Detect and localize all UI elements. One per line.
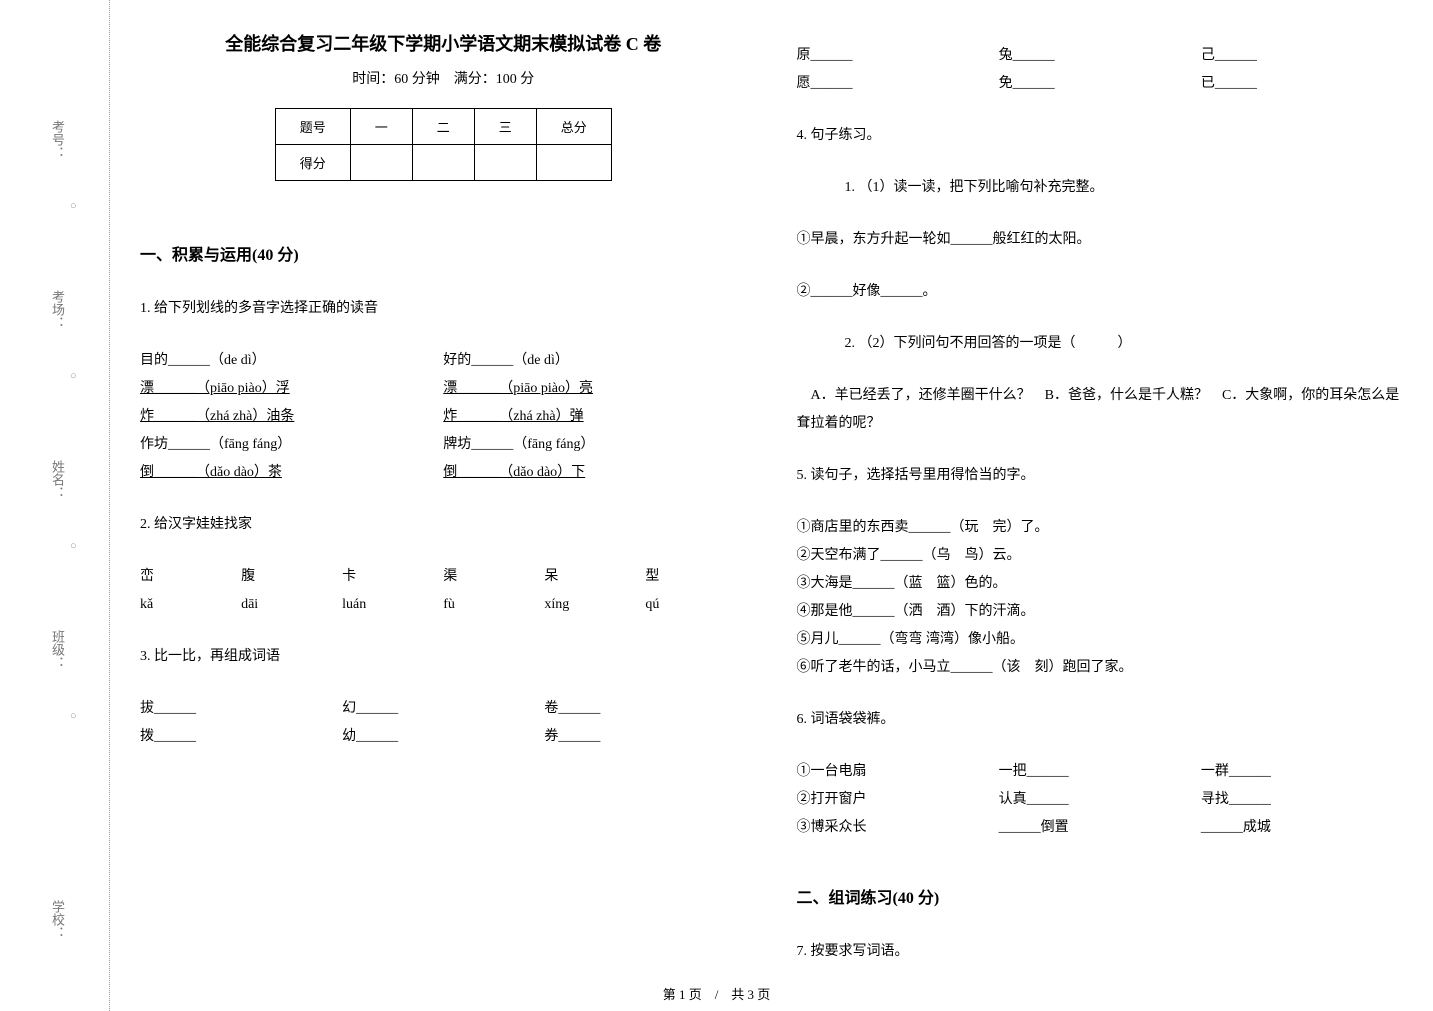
- score-cell[interactable]: [536, 145, 611, 181]
- score-h0: 题号: [275, 109, 350, 145]
- sidebar-label-kaochang: 考场：: [48, 290, 67, 329]
- q6-1b: 认真______: [999, 786, 1201, 814]
- q1-l0l: 目的______（de dì）: [140, 347, 443, 375]
- q1-l1l: 漂______（piāo piào）浮: [140, 375, 443, 403]
- score-h2: 二: [412, 109, 474, 145]
- q6-stem: 6. 词语袋袋裤。: [797, 706, 1404, 734]
- q4-sub1-stem: 1. （1）读一读，把下列比喻句补充完整。: [845, 174, 1404, 202]
- q3-1c: 卷______: [544, 695, 746, 723]
- q6-2c: ______成城: [1201, 814, 1403, 842]
- right-column: 原______ 兔______ 己______ 愿______ 免______ …: [797, 30, 1404, 981]
- q1-l2r: 炸______（zhá zhà）弹: [443, 403, 746, 431]
- q2-stem: 2. 给汉字娃娃找家: [140, 511, 747, 539]
- q2-c1: 腹: [241, 563, 342, 591]
- q2-c5: 型: [645, 563, 746, 591]
- q6-0a: ①一台电扇: [797, 758, 999, 786]
- score-cell[interactable]: [412, 145, 474, 181]
- q3-stem: 3. 比一比，再组成词语: [140, 643, 747, 671]
- q2-p1: dāi: [241, 591, 342, 619]
- section2-head: 二、组词练习(40 分): [797, 884, 1404, 908]
- binding-sidebar: 考号： ○ 考场： ○ 姓名： ○ 班级： ○ 学校：: [0, 0, 110, 1011]
- q7-stem: 7. 按要求写词语。: [797, 938, 1404, 966]
- q3-2a: 拨______: [140, 723, 342, 751]
- q2-c3: 渠: [443, 563, 544, 591]
- sidebar-dot: ○: [70, 370, 77, 382]
- sidebar-label-banji: 班级：: [48, 630, 67, 669]
- sidebar-label-kaohao: 考号：: [48, 120, 67, 159]
- section1-head: 一、积累与运用(40 分): [140, 241, 747, 265]
- score-h3: 三: [474, 109, 536, 145]
- q5-l1: ②天空布满了______（乌 鸟）云。: [797, 542, 1404, 570]
- q6-0c: 一群______: [1201, 758, 1403, 786]
- q3-body: 拔______ 幻______ 卷______ 拨______ 幼______ …: [140, 695, 747, 751]
- q3-4b: 免______: [999, 70, 1201, 98]
- q1-l1r: 漂______（piāo piào）亮: [443, 375, 746, 403]
- sidebar-dot: ○: [70, 540, 77, 552]
- q2-p2: luán: [342, 591, 443, 619]
- exam-title: 全能综合复习二年级下学期小学语文期末模拟试卷 C 卷: [140, 30, 747, 56]
- score-cell[interactable]: [350, 145, 412, 181]
- sidebar-label-xuexiao: 学校：: [48, 900, 67, 939]
- q1-l3l: 作坊______（fāng fáng）: [140, 431, 443, 459]
- q1-l2l: 炸______（zhá zhà）油条: [140, 403, 443, 431]
- main-content: 全能综合复习二年级下学期小学语文期末模拟试卷 C 卷 时间：60 分钟 满分：1…: [140, 30, 1403, 981]
- q3-1b: 幻______: [342, 695, 544, 723]
- q3-body-cont: 原______ 兔______ 己______ 愿______ 免______ …: [797, 42, 1404, 98]
- score-table: 题号 一 二 三 总分 得分: [275, 108, 612, 181]
- score-h4: 总分: [536, 109, 611, 145]
- q6-1a: ②打开窗户: [797, 786, 999, 814]
- left-column: 全能综合复习二年级下学期小学语文期末模拟试卷 C 卷 时间：60 分钟 满分：1…: [140, 30, 747, 981]
- q3-3c: 己______: [1201, 42, 1403, 70]
- q2-p5: qú: [645, 591, 746, 619]
- score-row-label: 得分: [275, 145, 350, 181]
- q4-sub2-opts: A．羊已经丢了，还修羊圈干什么？ B．爸爸，什么是千人糕？ C．大象啊，你的耳朵…: [797, 382, 1404, 438]
- score-header-row: 题号 一 二 三 总分: [275, 109, 611, 145]
- q4-sub2-stem: 2. （2）下列问句不用回答的一项是（ ）: [845, 330, 1404, 358]
- q1-stem: 1. 给下列划线的多音字选择正确的读音: [140, 295, 747, 323]
- q4-sub1-b: ②______好像______。: [797, 278, 1404, 306]
- q1-l3r: 牌坊______（fāng fáng）: [443, 431, 746, 459]
- q2-p4: xíng: [544, 591, 645, 619]
- q2-body: 峦 腹 卡 渠 呆 型 kǎ dāi luán fù xíng qú: [140, 563, 747, 619]
- sidebar-label-xingming: 姓名：: [48, 460, 67, 499]
- q2-p3: fù: [443, 591, 544, 619]
- q5-l4: ⑤月儿______（弯弯 湾湾）像小船。: [797, 626, 1404, 654]
- q3-2c: 券______: [544, 723, 746, 751]
- sidebar-dot: ○: [70, 710, 77, 722]
- q2-c4: 呆: [544, 563, 645, 591]
- q2-p0: kǎ: [140, 591, 241, 619]
- q1-lines: 目的______（de dì）好的______（de dì） 漂______（p…: [140, 347, 747, 487]
- page-footer: 第 1 页 / 共 3 页: [0, 984, 1433, 1003]
- exam-subtitle: 时间：60 分钟 满分：100 分: [140, 68, 747, 88]
- q1-l0r: 好的______（de dì）: [443, 347, 746, 375]
- q3-2b: 幼______: [342, 723, 544, 751]
- q4-sub1-a: ①早晨，东方升起一轮如______般红红的太阳。: [797, 226, 1404, 254]
- q5-l3: ④那是他______（洒 酒）下的汗滴。: [797, 598, 1404, 626]
- q5-body: ①商店里的东西卖______（玩 完）了。 ②天空布满了______（乌 鸟）云…: [797, 514, 1404, 682]
- q5-stem: 5. 读句子，选择括号里用得恰当的字。: [797, 462, 1404, 490]
- q3-3b: 兔______: [999, 42, 1201, 70]
- q3-4a: 愿______: [797, 70, 999, 98]
- q1-l4l: 倒______（dǎo dào）茶: [140, 459, 443, 487]
- q5-l5: ⑥听了老牛的话，小马立______（该 刻）跑回了家。: [797, 654, 1404, 682]
- sidebar-dot: ○: [70, 200, 77, 212]
- score-cell[interactable]: [474, 145, 536, 181]
- q4-stem: 4. 句子练习。: [797, 122, 1404, 150]
- q3-4c: 已______: [1201, 70, 1403, 98]
- score-value-row: 得分: [275, 145, 611, 181]
- q2-c0: 峦: [140, 563, 241, 591]
- q5-l0: ①商店里的东西卖______（玩 完）了。: [797, 514, 1404, 542]
- q1-l4r: 倒______（dǎo dào）下: [443, 459, 746, 487]
- q6-2a: ③博采众长: [797, 814, 999, 842]
- q3-1a: 拔______: [140, 695, 342, 723]
- q3-3a: 原______: [797, 42, 999, 70]
- q6-0b: 一把______: [999, 758, 1201, 786]
- score-h1: 一: [350, 109, 412, 145]
- q6-1c: 寻找______: [1201, 786, 1403, 814]
- q6-body: ①一台电扇 一把______ 一群______ ②打开窗户 认真______ 寻…: [797, 758, 1404, 842]
- q5-l2: ③大海是______（蓝 篮）色的。: [797, 570, 1404, 598]
- q6-2b: ______倒置: [999, 814, 1201, 842]
- q2-c2: 卡: [342, 563, 443, 591]
